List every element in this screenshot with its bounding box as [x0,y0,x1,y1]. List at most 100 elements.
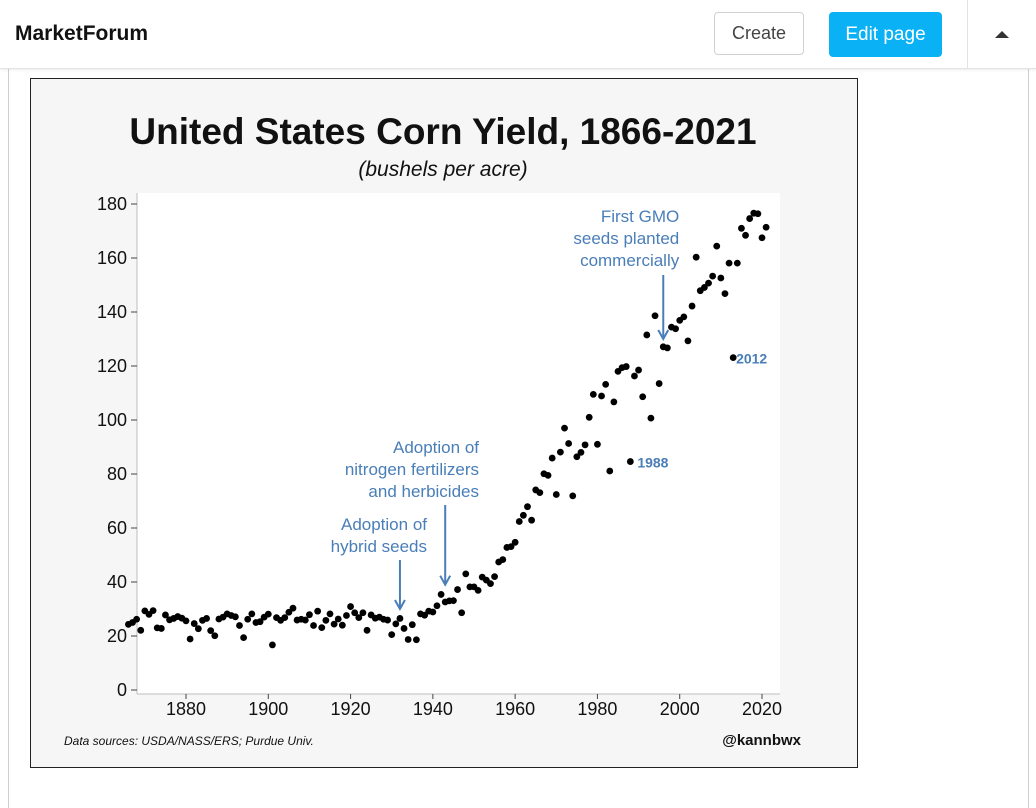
data-point [408,621,416,629]
data-point [429,608,437,616]
data-point [594,440,601,448]
data-point [326,610,334,618]
data-point [602,380,610,388]
y-tick-label: 120 [97,356,127,376]
data-point [569,492,577,500]
author-credit: @kannbwx [722,732,801,749]
data-point [651,312,659,320]
data-point [157,625,165,632]
data-point [643,331,651,339]
data-point [207,627,215,634]
data-point [289,604,297,612]
data-point [347,603,354,610]
data-point [589,390,597,398]
post-content-frame [8,68,1029,808]
y-tick-label: 40 [107,572,127,592]
y-tick-label: 180 [97,194,127,214]
data-point [733,259,741,267]
data-point [721,290,729,298]
data-point [655,380,663,387]
y-tick-label: 0 [117,680,127,700]
point-label: 1988 [637,455,668,471]
data-point [581,441,589,449]
caret-up-icon [995,31,1009,38]
data-point [622,363,630,370]
data-point [548,454,556,462]
annotation-text-line: Adoption of [341,515,427,534]
data-point [606,467,614,475]
data-point [713,242,721,250]
data-point [598,392,605,400]
top-navigation-bar: MarketForum Create Edit page [0,0,1036,69]
data-point [557,448,564,456]
data-point [462,570,470,578]
collapse-button[interactable] [968,0,1036,68]
data-point [585,413,593,421]
annotation-text-line: commercially [580,251,680,270]
x-tick-label: 1900 [248,699,288,719]
annotation-1: First GMO seeds planted commercially [573,207,680,342]
data-point [203,615,210,622]
data-point [133,615,141,623]
data-point [639,393,647,401]
create-button[interactable]: Create [714,12,804,55]
data-point [314,607,322,615]
data-point [194,625,202,633]
annotation-text-line: First GMO [601,207,679,226]
x-tick-label: 1960 [495,699,535,719]
data-point [182,617,190,625]
data-point [511,538,519,546]
annotation-text-line: hybrid seeds [331,537,427,556]
y-tick-label: 60 [107,518,127,538]
data-point [240,634,248,642]
data-point [388,631,396,639]
data-source-note: Data sources: USDA/NASS/ERS; Purdue Univ… [64,734,314,748]
plot-area [137,193,780,694]
y-tick-label: 140 [97,302,127,322]
data-point [573,453,581,461]
data-point [269,641,276,649]
navbar-divider [967,0,968,68]
x-tick-label: 1920 [331,699,371,719]
data-point [318,624,326,632]
edit-page-button[interactable]: Edit page [829,12,942,57]
data-point [717,274,725,282]
data-point [536,489,544,497]
data-point [351,609,359,617]
y-tick-label: 160 [97,248,127,268]
x-tick-label: 2000 [660,699,700,719]
data-point [742,231,749,239]
x-tick-label: 1880 [166,699,206,719]
point-label: 2012 [736,351,767,367]
site-brand[interactable]: MarketForum [15,22,149,45]
data-point [211,632,219,640]
data-point [746,215,754,222]
data-point [437,591,445,598]
data-point [565,440,573,447]
data-point [433,602,441,610]
annotation-3: Adoption of hybrid seeds [331,515,427,612]
x-tick-label: 2020 [742,699,782,719]
data-point [355,614,363,622]
data-point [528,516,535,524]
data-point [561,424,568,432]
data-point [672,325,679,333]
data-point [647,414,655,422]
chart-subtitle: (bushels per acre) [358,158,527,181]
data-point [149,607,157,615]
data-point [635,366,642,374]
data-point [330,620,338,628]
data-point [754,210,762,218]
data-point [301,616,309,624]
data-point [519,511,527,519]
annotation-text-line: Adoption of [393,438,479,457]
data-point [396,615,404,622]
data-point [458,609,466,617]
y-tick-label: 100 [97,410,127,430]
data-point [701,284,708,291]
data-point [680,313,688,321]
data-point [499,556,507,563]
data-point [524,503,531,511]
annotation-2: Adoption of nitrogen fertilizers and herbi… [345,438,479,587]
y-tick-label: 20 [107,626,127,646]
